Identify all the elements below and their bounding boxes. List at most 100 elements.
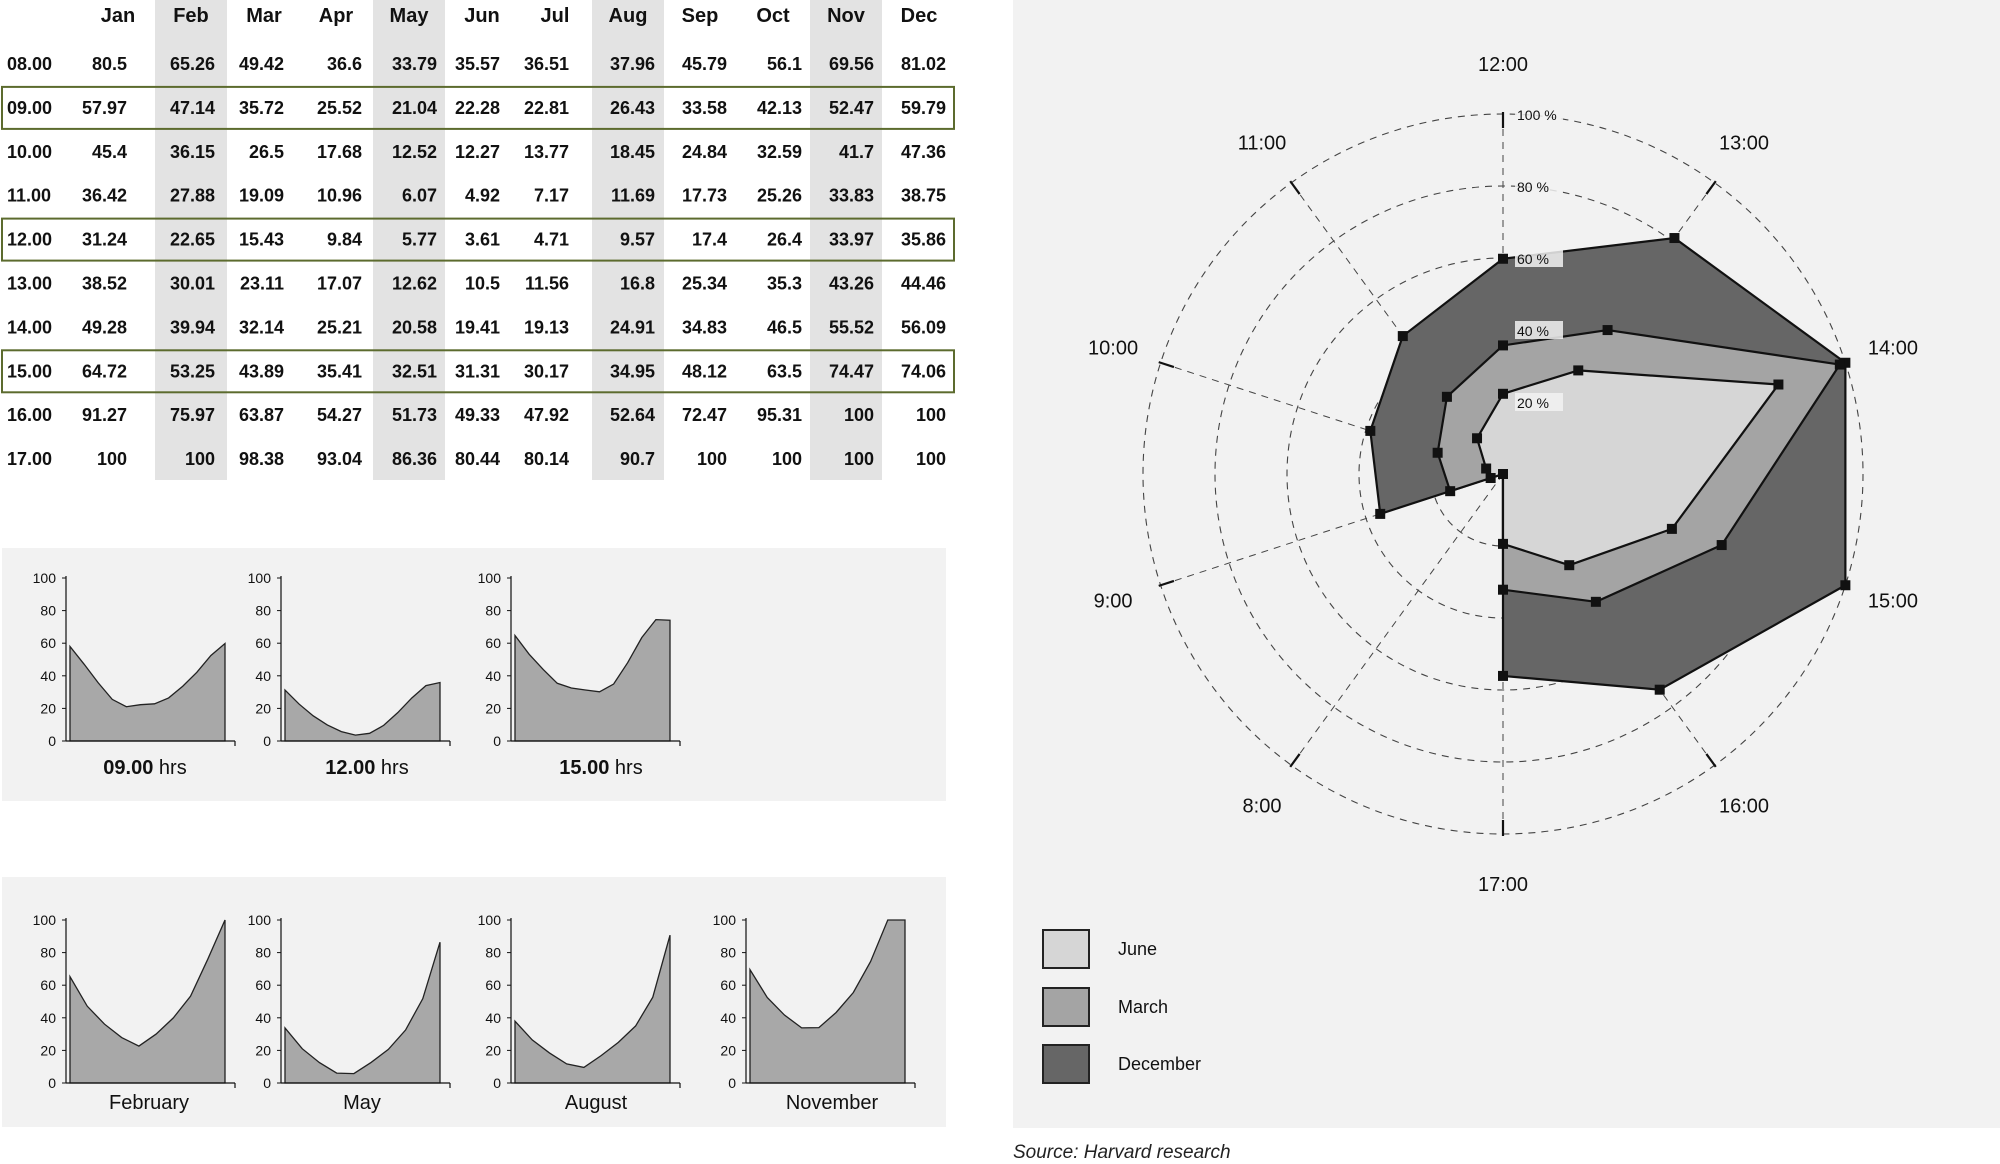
radar-marker-june <box>1498 388 1508 399</box>
radar-marker-december <box>1498 253 1508 264</box>
table-cell: 42.13 <box>757 98 802 118</box>
table-cell: 47.14 <box>170 98 215 118</box>
y-tick-label: 40 <box>485 668 501 684</box>
table-cell: 24.84 <box>682 142 727 162</box>
radar-marker-march <box>1432 447 1443 458</box>
table-cell: 25.21 <box>317 317 362 337</box>
table-cell: 57.97 <box>82 98 127 118</box>
data-table: Jan Feb Mar Apr May Jun Jul Aug Sep Oct Nov Dec 08.0… <box>1 0 955 480</box>
radar-hour-label: 17:00 <box>1478 874 1528 896</box>
radar-spoke <box>1160 473 1504 586</box>
radar-axis-tick <box>1289 180 1301 195</box>
area-series <box>69 919 226 1084</box>
table-cell: 5.77 <box>402 230 437 250</box>
radar-marker-december <box>1654 684 1665 695</box>
table-cell: 32.51 <box>392 361 437 381</box>
table-cell: 12.52 <box>392 142 437 162</box>
radar-axis-tick <box>1705 753 1717 768</box>
month-header-nov: Nov <box>827 5 866 27</box>
table-cell: 26.5 <box>249 142 284 162</box>
table-cell: 80.44 <box>455 449 500 469</box>
table-cell: 22.28 <box>455 98 500 118</box>
radar-spoke <box>1502 473 1716 766</box>
table-cell: 19.13 <box>524 317 569 337</box>
radar-hour-label: 15:00 <box>1868 591 1918 613</box>
table-cell: 100 <box>916 405 946 425</box>
radar-axis-tick <box>1158 579 1175 587</box>
y-tick-label: 40 <box>720 1010 736 1026</box>
radar-marker-march <box>1602 325 1613 336</box>
table-cell: 13.77 <box>524 142 569 162</box>
table-cell: 34.83 <box>682 317 727 337</box>
legend-swatch-december <box>1042 1044 1090 1084</box>
legend-label-june: June <box>1118 939 1158 959</box>
table-cell: 75.97 <box>170 405 215 425</box>
month-header-may: May <box>390 5 430 27</box>
table-cell: 47.36 <box>901 142 946 162</box>
table-cell: 11.56 <box>525 274 569 294</box>
table-cell: 93.04 <box>317 449 362 469</box>
y-tick-label: 0 <box>493 1075 501 1091</box>
ring-label: 20 % <box>1517 395 1549 411</box>
radar-marker-march <box>1834 359 1845 370</box>
y-tick-label: 80 <box>255 603 271 619</box>
table-cell: 10.96 <box>317 186 362 206</box>
table-cell: 9.57 <box>620 230 655 250</box>
chart-12-hrs: 100 80 60 40 20 0 <box>248 570 451 749</box>
y-tick-label: 40 <box>485 1010 501 1026</box>
y-tick-label: 40 <box>40 1010 56 1026</box>
ring-label-bg <box>1515 249 1563 267</box>
y-tick-label: 80 <box>485 603 501 619</box>
radar-spoke <box>1290 182 1504 475</box>
row-hour-label: 10.00 <box>7 142 52 162</box>
legend-label-december: December <box>1118 1054 1202 1074</box>
table-cell: 80.5 <box>92 54 127 74</box>
y-tick-label: 60 <box>485 635 501 651</box>
month-caption-1: February <box>108 1092 190 1114</box>
y-tick-label: 0 <box>48 1075 56 1091</box>
radar-axis-tick <box>1705 180 1717 195</box>
month-header-aug: Aug <box>609 5 648 27</box>
row-hour-label: 09.00 <box>7 98 52 118</box>
y-tick-label: 60 <box>40 635 56 651</box>
table-cell: 25.26 <box>757 186 802 206</box>
y-tick-label: 80 <box>40 945 56 961</box>
table-cell: 64.72 <box>82 361 127 381</box>
y-tick-label: 100 <box>478 570 502 586</box>
month-header-sep: Sep <box>682 5 719 27</box>
radar-marker-june <box>1573 365 1584 376</box>
area-series <box>514 618 671 742</box>
radar-hour-label: 16:00 <box>1719 796 1769 818</box>
table-cell: 53.25 <box>170 361 215 381</box>
y-tick-label: 100 <box>713 912 737 928</box>
y-tick-label: 20 <box>40 700 56 716</box>
y-tick-label: 0 <box>263 733 271 749</box>
table-cell: 100 <box>697 449 727 469</box>
radar-spoke <box>1160 362 1504 475</box>
table-cell: 34.95 <box>610 361 655 381</box>
row-hour-label: 15.00 <box>7 361 52 381</box>
y-tick-label: 20 <box>40 1042 56 1058</box>
y-tick-label: 20 <box>485 1042 501 1058</box>
table-cell: 16.8 <box>620 274 655 294</box>
y-tick-label: 80 <box>485 945 501 961</box>
table-cell: 25.34 <box>682 274 727 294</box>
ring-label-bg <box>1515 105 1563 123</box>
table-cell: 90.7 <box>620 449 655 469</box>
column-highlight-may <box>373 0 445 480</box>
table-cell: 32.14 <box>239 317 284 337</box>
table-cell: 38.75 <box>901 186 946 206</box>
table-cell: 20.58 <box>392 317 437 337</box>
table-cell: 35.3 <box>767 274 802 294</box>
month-header-jun: Jun <box>464 5 500 27</box>
hour-charts-panel <box>2 548 946 801</box>
y-tick-label: 40 <box>255 1010 271 1026</box>
table-cell: 12.27 <box>455 142 500 162</box>
table-cell: 30.17 <box>524 361 569 381</box>
row-hour-label: 11.00 <box>7 186 51 206</box>
table-cell: 15.43 <box>239 230 284 250</box>
table-cell: 19.09 <box>239 186 284 206</box>
y-tick-label: 20 <box>255 1042 271 1058</box>
table-cell: 19.41 <box>455 317 500 337</box>
month-header-jul: Jul <box>541 5 570 27</box>
